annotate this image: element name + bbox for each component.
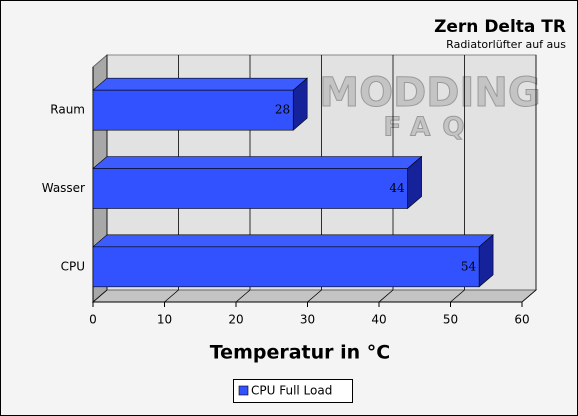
grid-line bbox=[521, 289, 537, 303]
data-label: 44 bbox=[389, 181, 405, 195]
x-tick-label: 40 bbox=[371, 313, 386, 327]
bar bbox=[92, 89, 294, 131]
x-axis-title: Temperatur in °C bbox=[210, 342, 391, 364]
x-tick-label: 60 bbox=[514, 313, 529, 327]
legend-marker bbox=[238, 385, 249, 396]
y-tick-label: Wasser bbox=[42, 181, 85, 195]
legend-label: CPU Full Load bbox=[251, 384, 332, 398]
x-tick-label: 30 bbox=[300, 313, 315, 327]
bar-top bbox=[92, 77, 309, 91]
chart-subtitle: Radiatorlüfter auf aus bbox=[446, 38, 566, 51]
chart-title: Zern Delta TR bbox=[434, 17, 566, 37]
y-tick-label: Raum bbox=[50, 103, 85, 117]
x-tick-label: 0 bbox=[89, 313, 97, 327]
y-tick-label: CPU bbox=[61, 259, 85, 273]
data-label: 28 bbox=[275, 103, 290, 117]
data-label: 54 bbox=[461, 259, 477, 273]
bar bbox=[92, 246, 480, 288]
watermark: FAQ bbox=[383, 113, 476, 143]
grid-line bbox=[164, 289, 179, 303]
watermark: MODDING bbox=[319, 70, 540, 116]
bar bbox=[92, 168, 408, 209]
x-tick-label: 20 bbox=[228, 313, 243, 327]
bar-top bbox=[92, 234, 494, 248]
grid-line bbox=[307, 289, 322, 303]
grid-line bbox=[450, 289, 465, 303]
x-tick-label: 50 bbox=[443, 313, 458, 327]
grid-line bbox=[92, 289, 108, 303]
x-tick-label: 10 bbox=[157, 313, 172, 327]
legend-box bbox=[233, 379, 353, 403]
grid-line bbox=[235, 289, 251, 303]
bar-top bbox=[92, 156, 423, 169]
grid-line bbox=[378, 289, 394, 303]
